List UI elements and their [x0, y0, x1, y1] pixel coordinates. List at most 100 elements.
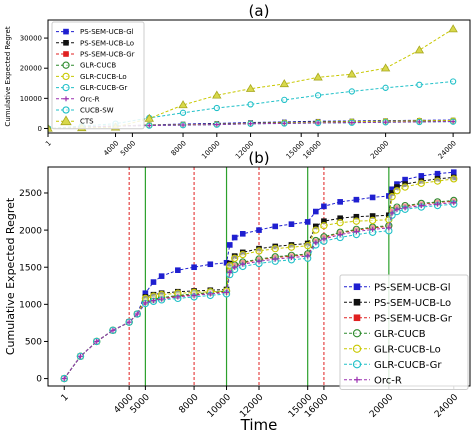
- data-point: [312, 226, 320, 234]
- data-point: [231, 234, 238, 241]
- legend-label: GLR-CUCB-Lo: [80, 73, 127, 81]
- data-point: [214, 122, 219, 127]
- legend-item: GLR-CUCB-Gr: [344, 360, 442, 371]
- data-point: [449, 78, 457, 85]
- data-point: [212, 90, 222, 99]
- legend-item: GLR-CUCB: [56, 61, 116, 70]
- data-point: [288, 221, 295, 227]
- x-tick-label: 1: [60, 393, 71, 404]
- data-point: [305, 253, 311, 259]
- legend-label: GLR-CUCB: [374, 329, 426, 340]
- data-point: [380, 63, 391, 72]
- panel-label: (b): [248, 149, 269, 167]
- legend-marker: [63, 51, 69, 57]
- legend-item: GLR-CUCB: [344, 329, 426, 340]
- data-point: [94, 338, 100, 344]
- data-point: [61, 376, 67, 382]
- legend-marker: [352, 360, 362, 369]
- data-point: [213, 104, 220, 112]
- x-tick-label: 8000: [177, 392, 200, 415]
- data-point: [231, 254, 239, 262]
- legend: PS-SEM-UCB-Gl PS-SEM-UCB-Lo PS-SEM-UCB-Gr G…: [51, 21, 145, 130]
- y-tick-label: 20000: [20, 65, 42, 73]
- data-point: [450, 169, 457, 175]
- legend-item: CTS: [56, 115, 94, 126]
- legend-label: CTS: [80, 118, 94, 126]
- data-point: [370, 226, 376, 232]
- data-point: [417, 179, 425, 187]
- data-point: [321, 236, 327, 242]
- x-tick-label: 24000: [433, 392, 461, 420]
- data-point: [175, 267, 181, 273]
- legend-box: [51, 21, 145, 130]
- data-point: [281, 96, 288, 104]
- legend-item: PS-SEM-UCB-Gl: [56, 28, 134, 36]
- legend-item: PS-SEM-UCB-Gr: [56, 50, 135, 58]
- legend-marker: [62, 106, 70, 114]
- data-point: [226, 242, 233, 248]
- legend-marker: [62, 61, 70, 69]
- legend-item: GLR-CUCB-Lo: [344, 344, 441, 355]
- data-point: [191, 292, 197, 298]
- legend-label: GLR-CUCB-Gr: [80, 84, 127, 92]
- x-tick-label: 10000: [206, 392, 234, 420]
- data-point: [388, 193, 396, 201]
- data-point: [368, 216, 377, 225]
- legend-item: GLR-CUCB-Gr: [56, 83, 127, 92]
- data-point: [314, 92, 322, 99]
- y-tick-label: 2500: [19, 189, 42, 199]
- data-point: [142, 300, 148, 306]
- legend-label: PS-SEM-UCB-Lo: [374, 298, 451, 309]
- data-point: [382, 84, 389, 91]
- data-point: [352, 217, 361, 225]
- data-point: [313, 208, 319, 215]
- data-point: [245, 83, 256, 92]
- data-point: [348, 88, 355, 95]
- legend-marker: [354, 376, 360, 383]
- x-tick-label: 5000: [119, 139, 137, 157]
- y-tick-label: 0: [36, 375, 42, 385]
- legend-item: PS-SEM-UCB-Lo: [344, 298, 451, 309]
- data-point: [191, 264, 197, 271]
- data-point: [402, 205, 408, 211]
- data-point: [349, 120, 354, 125]
- legend-item: Orc-R: [56, 95, 100, 103]
- legend-label: PS-SEM-UCB-Gl: [80, 28, 134, 36]
- data-point: [271, 245, 279, 253]
- data-point: [287, 243, 296, 251]
- data-point: [247, 101, 254, 108]
- data-point: [336, 219, 344, 227]
- x-tick-label: 16000: [302, 139, 323, 160]
- legend-label: PS-SEM-UCB-Gl: [374, 282, 451, 293]
- legend-item: Orc-R: [344, 375, 402, 386]
- data-point: [401, 183, 409, 191]
- data-point: [272, 223, 279, 230]
- axes-frame: [47, 19, 471, 134]
- legend-item: CUCB-SW: [56, 106, 114, 114]
- data-point: [313, 72, 323, 81]
- data-point: [304, 219, 311, 225]
- legend-marker: [63, 39, 69, 46]
- legend-item: GLR-CUCB-Lo: [56, 72, 127, 81]
- data-point: [433, 177, 442, 185]
- legend-label: PS-SEM-UCB-Gr: [374, 313, 453, 324]
- legend-label: GLR-CUCB: [80, 62, 116, 70]
- data-point: [159, 296, 165, 302]
- data-point: [304, 242, 312, 250]
- data-point: [207, 291, 213, 297]
- data-point: [417, 119, 422, 124]
- data-point: [337, 232, 343, 238]
- data-point: [181, 123, 186, 128]
- legend-marker: [62, 83, 70, 92]
- data-point: [207, 261, 214, 268]
- legend: PS-SEM-UCB-Gl PS-SEM-UCB-Lo PS-SEM-UCB-Gr G…: [339, 274, 469, 390]
- legend-marker: [353, 298, 361, 306]
- data-point: [255, 247, 263, 255]
- x-tick-label: 5000: [129, 392, 152, 415]
- data-point: [288, 255, 294, 261]
- data-point: [353, 196, 360, 203]
- legend-label: GLR-CUCB-Lo: [374, 344, 441, 355]
- data-point: [179, 109, 187, 116]
- data-point: [256, 227, 262, 233]
- y-axis-label: Cumulative Expected Regret: [4, 197, 17, 355]
